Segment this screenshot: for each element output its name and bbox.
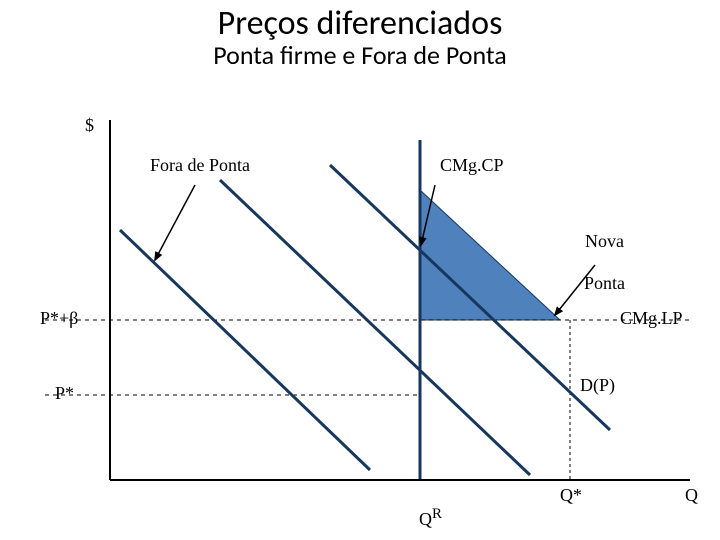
label-qr-base: Q [419, 509, 432, 529]
label-qr-sup: R [432, 506, 442, 522]
label-p-star-beta: P*+β [40, 308, 78, 329]
y-axis-label: $ [85, 115, 94, 136]
label-cmg-lp: CMg.LP [620, 308, 683, 329]
label-p-star: P* [55, 383, 74, 404]
label-nova-line2: Ponta [584, 273, 625, 293]
label-q-star: Q* [560, 485, 582, 506]
label-d-p: D(P) [580, 375, 615, 396]
label-q-r: QR [410, 485, 442, 530]
label-nova-ponta: Nova Ponta [575, 210, 625, 294]
label-cmg-cp: CMg.CP [440, 155, 504, 176]
label-nova-line1: Nova [585, 231, 624, 251]
label-q-axis: Q [685, 485, 698, 506]
label-fora-de-ponta: Fora de Ponta [150, 155, 250, 176]
